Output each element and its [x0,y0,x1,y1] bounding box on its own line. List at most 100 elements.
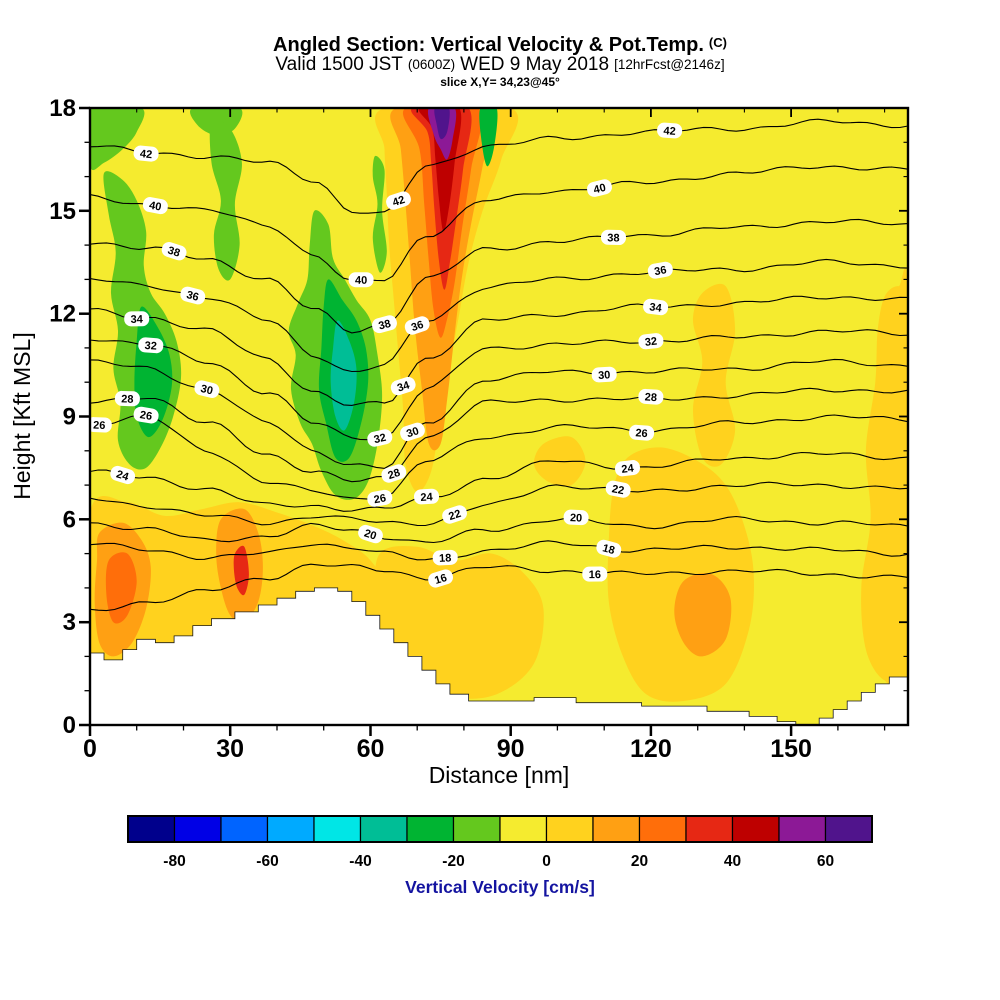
isotherm-label-box [124,311,150,327]
isotherm-line [90,329,908,441]
isotherm-label: 40 [348,272,374,288]
y-tick-label: 6 [63,506,76,533]
colorbar-segment [638,815,687,843]
isotherm-label-box [114,390,140,407]
colorbar-tick-label: -40 [349,853,371,870]
terrain-polygon [818,676,908,725]
isotherm-label-value: 42 [391,194,406,209]
isotherm-label: 36 [404,316,430,335]
x-tick-label: 60 [357,735,385,763]
isotherm-label-box [605,480,631,498]
isotherm-label-value: 34 [131,314,144,326]
y-tick-label: 9 [63,404,76,431]
isotherm-label: 32 [367,429,393,447]
filled-region [434,108,450,140]
isotherm-line [90,358,908,469]
isotherm-label: 24 [614,460,641,477]
isotherm-label-box [647,261,673,279]
isotherm-label-value: 28 [386,467,401,482]
filled-region [90,108,145,170]
isotherm-label-value: 32 [373,432,388,446]
isotherm-label-value: 40 [355,275,367,287]
x-tick-label: 120 [630,735,672,763]
isotherm-label: 26 [133,406,159,424]
isotherm-label-value: 22 [611,483,625,497]
isotherm-line [90,387,908,483]
isotherm-label-box [138,337,164,354]
colorbar-tick-label: 40 [724,853,741,870]
isotherm-label-value: 20 [363,527,378,542]
chart-title: Angled Section: Vertical Velocity & Pot.… [273,34,727,56]
colorbar-tick-label: 0 [542,853,551,870]
colorbar-segment [778,815,827,843]
isotherm-label-box [657,122,683,139]
isotherm-line [90,218,908,334]
isotherm-label-box [428,569,454,588]
isotherm-label: 38 [161,242,187,261]
isotherm-label: 32 [138,337,164,354]
slice-info: slice X,Y= 34,23@45° [440,75,560,89]
isotherm-line [90,165,908,282]
colorbar-segment [406,815,455,843]
isotherm-label: 16 [582,566,608,582]
isotherm-line [90,481,908,527]
colorbar-tick-label: -80 [163,853,185,870]
isotherm-lines-layer [90,118,908,612]
isotherm-label: 26 [367,489,393,507]
isotherm-line [90,258,908,373]
isotherm-label-box [563,509,589,526]
isotherm-label: 34 [390,376,416,396]
isotherm-label-value: 28 [644,391,657,404]
colorbar-segment [266,815,315,843]
isotherm-label-box [142,197,168,215]
colorbar-segment [824,815,873,843]
isotherm-label-box [358,524,383,544]
isotherm-label-value: 24 [420,491,434,504]
isotherm-label-box [404,316,430,335]
terrain-mask-layer [90,587,908,725]
colorbar-frame [127,815,873,843]
x-axis-title: Distance [nm] [429,762,570,788]
x-tick-label: 0 [83,735,97,763]
isotherm-label: 16 [428,569,454,588]
isotherm-label-box [348,272,374,288]
isotherm-label-value: 34 [649,301,664,315]
colorbar: -80 -60 -40 -20 0 20 40 60 [127,815,873,870]
colorbar-segment [731,815,780,843]
isotherm-label: 20 [563,509,589,526]
filled-region [209,119,242,281]
isotherm-label-value: 32 [144,340,157,353]
y-axis-title: Height [Kft MSL] [9,332,35,499]
colorbar-segment [545,815,594,843]
colorbar-segment [127,815,176,843]
isotherm-label-box [133,406,159,424]
x-tick-label: 150 [770,735,812,763]
filled-region [674,573,732,657]
isotherm-label: 22 [442,505,467,524]
isotherm-label-box [614,460,641,477]
isotherm-label-value: 18 [601,542,616,557]
isotherm-label-box [643,298,669,316]
y-tick-label: 15 [49,198,76,225]
isotherm-label-box [432,549,458,566]
isotherm-label: 24 [110,465,136,485]
isotherm-label-value: 26 [93,420,106,433]
isotherm-label-value: 30 [405,425,420,440]
isotherm-label-box [180,286,206,305]
isotherm-label-box [638,333,664,350]
colorbar-segment [685,815,734,843]
isotherm-label: 30 [400,422,425,441]
colorbar-tick-label: 60 [817,853,834,870]
isotherm-label-value: 18 [439,552,452,565]
isotherm-label-box [638,388,664,405]
isotherm-label: 30 [194,380,220,398]
y-tick-label: 0 [63,712,76,739]
isotherm-label: 34 [124,311,150,327]
isotherm-labels-layer: 16 16181820202222242424262626262828283030… [90,122,683,588]
isotherm-label: 26 [90,417,112,433]
isotherm-label: 24 [413,488,440,505]
isotherm-label-box [372,315,397,334]
isotherm-label: 28 [114,390,140,407]
